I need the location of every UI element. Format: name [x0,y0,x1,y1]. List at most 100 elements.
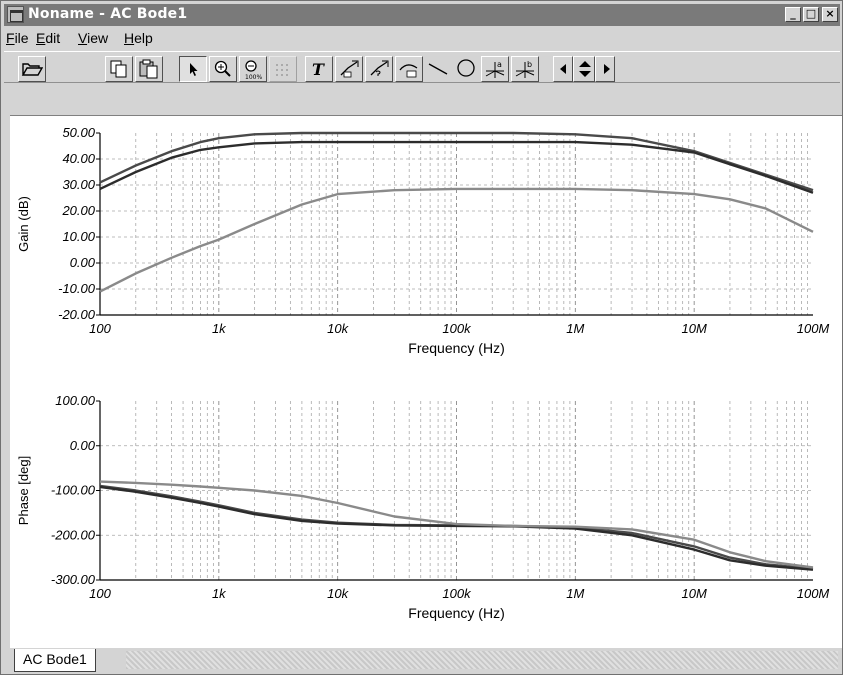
chart-1: 50.00 40.00 30.00 20.00 10.00 0.00 -10.00 -20.0… [16,125,829,356]
y-tick-label: -200.00 [51,527,96,542]
line-icon [428,63,448,75]
text-button[interactable]: T [305,56,333,82]
menu-view-accel: V [78,30,88,46]
cursor-b-label: b [527,60,532,69]
x-axis-label: Frequency (Hz) [408,605,504,621]
menu-file-accel: F [6,30,15,46]
cursor-a-button[interactable]: a [481,56,509,82]
y-tick-label: -20.00 [58,307,96,322]
copy-icon [110,60,127,78]
open-button[interactable] [18,56,46,82]
menu-help-accel: H [124,30,135,46]
y-axis-label: Gain (dB) [16,196,31,252]
series-line-1 [99,131,814,192]
series-line-3 [99,187,814,293]
y-tick-label: 40.00 [62,151,95,166]
text-glyph: T [312,60,325,79]
x-tick-label: 1k [212,321,227,336]
x-tick-label: 10M [682,321,707,336]
scroll-updown-button[interactable] [573,56,595,82]
open-folder-icon [21,63,43,76]
scroll-left-icon [560,64,566,74]
app-icon[interactable] [7,6,24,23]
y-tick-label: 20.00 [61,203,95,218]
x-axis-label: Frequency (Hz) [408,340,504,356]
x-tick-label: 10k [327,586,349,601]
series-line-3 [99,480,814,569]
y-tick-label: 0.00 [70,438,96,453]
y-tick-label: 0.00 [70,255,96,270]
menu-help[interactable]: Help [124,30,153,46]
maximize-button[interactable]: □ [803,7,819,22]
close-button[interactable]: × [822,7,838,22]
minimize-button[interactable]: _ [785,7,801,22]
zoom-100-button[interactable]: 100% [239,56,267,82]
y-tick-label: -10.00 [58,281,96,296]
circle-icon [457,59,475,77]
series-line-2 [99,140,814,194]
menu-view-rest: iew [87,30,109,46]
x-tick-label: 1k [212,586,227,601]
y-tick-label: 100.00 [55,393,96,408]
title-bar[interactable]: Noname - AC Bode1 _ □ × [4,4,840,26]
x-tick-label: 10M [682,586,707,601]
curve-icon [399,64,418,78]
bode-plot[interactable]: 50.00 40.00 30.00 20.00 10.00 0.00 -10.00 -20.0… [10,116,842,648]
zoom-100-icon: 100% [245,60,262,81]
y-tick-label: -100.00 [51,483,96,498]
y-tick-label: 50.00 [62,125,95,140]
paste-icon [139,59,158,79]
menu-edit-accel: E [36,30,46,46]
menu-edit-rest: dit [45,30,61,46]
cursor-a-icon: a [485,60,505,78]
tab-ac-bode1[interactable]: AC Bode1 [14,649,96,672]
paste-button[interactable] [135,56,163,82]
y-tick-label: 10.00 [62,229,95,244]
plot-area[interactable]: 50.00 40.00 30.00 20.00 10.00 0.00 -10.00 -20.0… [10,115,842,648]
zoom-in-icon [214,60,231,77]
y-tick-label: 30.00 [62,177,95,192]
menu-file[interactable]: File [6,30,29,46]
circle-button[interactable] [453,56,481,82]
y-tick-label: -300.00 [51,572,96,587]
menu-bar: File Edit View Help [4,27,840,49]
scroll-updown-icon [579,61,591,77]
window-title: Noname - AC Bode1 [28,6,188,22]
pointer-button[interactable] [179,56,207,82]
line-marker-icon [340,60,359,78]
menu-view[interactable]: View [78,30,108,46]
zoom-in-button[interactable] [209,56,237,82]
line-button[interactable] [425,56,453,82]
curve-button[interactable] [395,56,423,82]
menu-edit[interactable]: Edit [36,30,60,46]
x-tick-label: 100M [797,321,830,336]
tab-bar-filler [126,651,838,669]
cursor-b-button[interactable]: b [511,56,539,82]
x-tick-label: 1M [566,321,584,336]
x-tick-label: 100 [89,321,111,336]
cursor-b-icon: b [515,60,535,78]
grid-icon [276,64,288,76]
copy-button[interactable] [105,56,133,82]
line-marker-button[interactable] [335,56,363,82]
x-tick-label: 10k [327,321,349,336]
grid-button[interactable] [269,56,297,82]
menu-file-rest: ile [14,30,29,46]
scroll-left-button[interactable] [553,56,573,82]
cursor-a-label: a [497,60,502,69]
text-icon: T [312,60,325,79]
series-line-2 [99,485,814,571]
scroll-right-button[interactable] [595,56,615,82]
x-tick-label: 100k [442,586,472,601]
x-tick-label: 100 [89,586,111,601]
scroll-right-icon [604,64,610,74]
menu-help-rest: elp [134,30,153,46]
pointer-icon [190,63,198,76]
marker-q-button[interactable] [365,56,393,82]
tab-bar: AC Bode1 [4,649,840,673]
x-tick-label: 100k [442,321,472,336]
x-tick-label: 1M [566,586,584,601]
zoom-100-label: 100% [245,74,262,81]
